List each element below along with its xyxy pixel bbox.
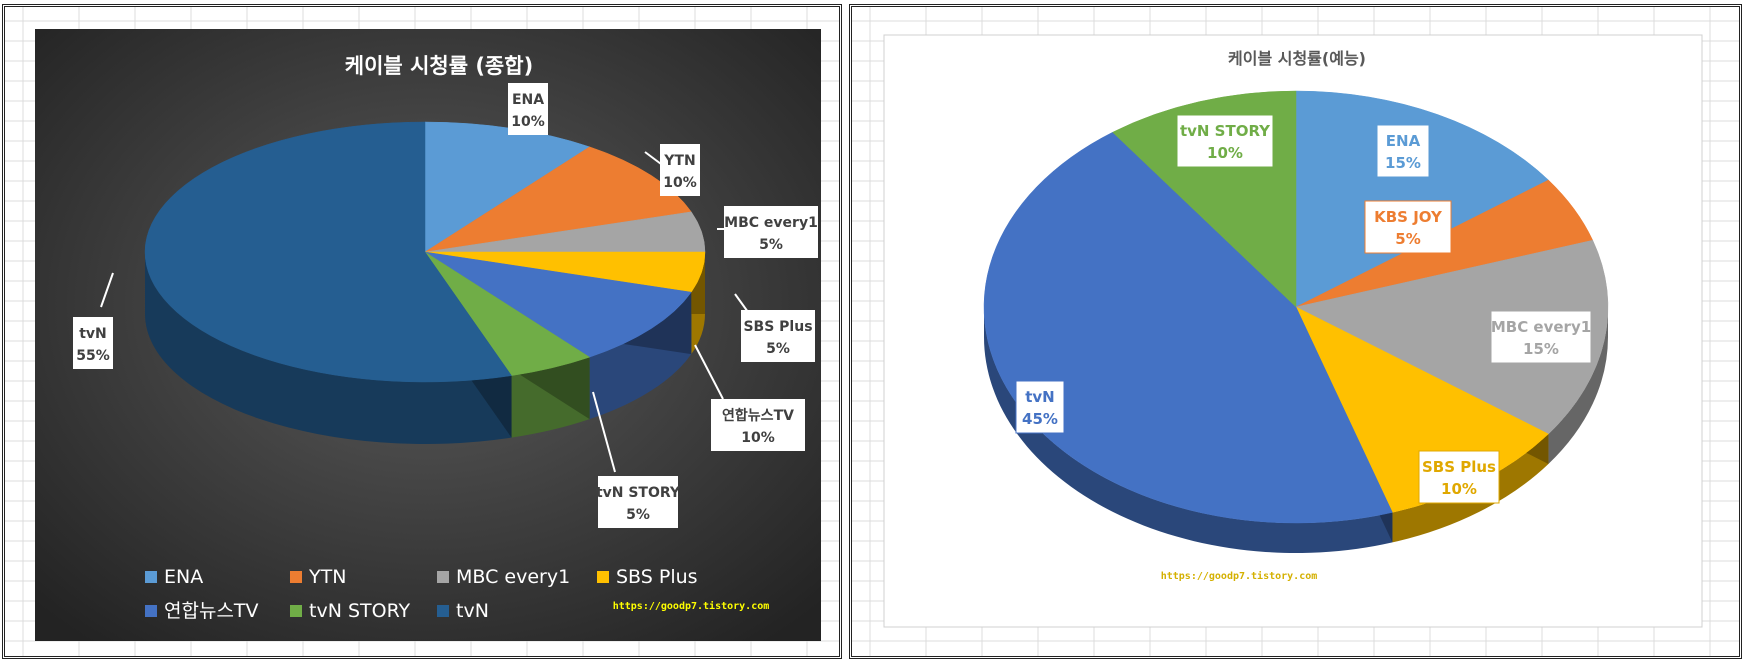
data-label-value: 5% — [759, 237, 783, 253]
data-label-box — [1418, 450, 1500, 504]
data-label-box — [741, 310, 815, 362]
data-label-box — [1176, 114, 1274, 168]
legend-swatch — [290, 571, 302, 583]
data-label-box — [73, 317, 113, 369]
data-label-category: MBC every1 — [1491, 318, 1591, 336]
pie-slice-tvn — [144, 121, 512, 383]
leader-line — [592, 391, 616, 473]
legend-item-tvn: tvN — [437, 600, 489, 622]
chart-right-frame: 케이블 시청률(예능) ENA 15% KBS JOY 5% MBC every1 15%… — [849, 4, 1742, 659]
pie-left — [144, 121, 706, 444]
pie-right — [983, 90, 1609, 554]
watermark: https://goodp7.tistory.com — [1161, 570, 1318, 582]
data-label: MBC every1 5% — [724, 206, 818, 258]
chart-title: 케이블 시청률(예능) — [1228, 49, 1366, 68]
legend-label: 연합뉴스TV — [164, 600, 259, 622]
legend-label: MBC every1 — [456, 566, 570, 588]
chart-title: 케이블 시청률 (종합) — [345, 54, 533, 78]
pie-side-mbc-every1 — [1548, 307, 1608, 464]
legend-label: YTN — [308, 566, 346, 588]
data-label-category: tvN — [79, 326, 107, 342]
data-label: tvN 45% — [1015, 380, 1065, 434]
data-label-category: tvN — [1025, 388, 1055, 406]
leader-line — [694, 344, 724, 400]
legend-swatch — [437, 571, 449, 583]
data-label-value: 10% — [1441, 480, 1477, 498]
data-label: tvN STORY 10% — [1176, 114, 1274, 168]
data-label-category: ENA — [512, 92, 544, 108]
data-label: tvN STORY 5% — [596, 476, 681, 528]
legend-item-tvn-story: tvN STORY — [290, 600, 411, 622]
legend-label: ENA — [164, 566, 203, 588]
data-label-category: ENA — [1386, 132, 1421, 150]
data-label: YTN 10% — [660, 144, 700, 196]
data-label: tvN 55% — [73, 317, 113, 369]
legend-label: tvN STORY — [309, 600, 411, 622]
data-label-box — [724, 206, 818, 258]
data-label-category: SBS Plus — [1422, 458, 1496, 476]
pie-slice-ena — [1295, 90, 1549, 308]
data-label: SBS Plus 10% — [1418, 450, 1500, 504]
chart-right-svg: 케이블 시청률(예능) ENA 15% KBS JOY 5% MBC every1 15%… — [852, 7, 1739, 656]
data-label: SBS Plus 5% — [741, 310, 815, 362]
data-label: KBS JOY 5% — [1364, 200, 1452, 254]
data-label-category: KBS JOY — [1374, 208, 1443, 226]
legend-swatch — [437, 605, 449, 617]
pie-tops — [983, 90, 1609, 524]
data-label-box — [1490, 310, 1592, 364]
data-label-value: 5% — [626, 507, 650, 523]
legend-item-ena: ENA — [145, 566, 203, 588]
data-label-value: 10% — [663, 175, 697, 191]
legend-swatch — [597, 571, 609, 583]
legend-item-tv: 연합뉴스TV — [145, 600, 259, 622]
legend-swatch — [145, 605, 157, 617]
pie-slice-mbc-every1 — [1295, 239, 1609, 435]
pie-tops — [144, 121, 706, 383]
data-label-box — [660, 144, 700, 196]
watermark: https://goodp7.tistory.com — [613, 600, 770, 612]
data-label-value: 5% — [1395, 230, 1420, 248]
data-label-box — [711, 399, 805, 451]
leader-line — [100, 272, 114, 308]
legend-item-ytn: YTN — [290, 566, 346, 588]
data-label-value: 55% — [76, 348, 110, 364]
data-label-value: 15% — [1523, 340, 1559, 358]
pie-side-tvn — [984, 307, 1393, 554]
data-label-box — [598, 476, 678, 528]
data-label: 연합뉴스TV 10% — [711, 399, 805, 451]
data-label-value: 10% — [511, 114, 545, 130]
chart-left-frame: 케이블 시청률 (종합) ENA 10% YTN 10% MBC every1 5% SBS… — [2, 4, 842, 659]
data-label-box — [1015, 380, 1065, 434]
legend-swatch — [290, 605, 302, 617]
legend-swatch — [145, 571, 157, 583]
data-label-category: YTN — [663, 153, 695, 169]
data-label-category: MBC every1 — [724, 215, 818, 231]
data-label-value: 10% — [741, 430, 775, 446]
data-label-box — [1364, 200, 1452, 254]
data-label-value: 15% — [1385, 154, 1421, 172]
legend-label: tvN — [456, 600, 489, 622]
pie-slice-ytn — [424, 146, 692, 253]
pie-side-tvn — [145, 252, 512, 444]
data-label: ENA 15% — [1376, 124, 1430, 178]
data-label-category: tvN STORY — [1180, 122, 1271, 140]
data-label-box — [1376, 124, 1430, 178]
legend-item-mbc-every1: MBC every1 — [437, 566, 570, 588]
data-labels-left: ENA 10% YTN 10% MBC every1 5% SBS Plus 5% 연합뉴스TV… — [73, 83, 818, 528]
data-label-value: 45% — [1022, 410, 1058, 428]
data-label-category: tvN STORY — [596, 485, 681, 501]
data-label: ENA 10% — [508, 83, 548, 135]
data-label-category: SBS Plus — [743, 319, 812, 335]
legend-item-sbs-plus: SBS Plus — [597, 566, 698, 588]
data-label: MBC every1 15% — [1490, 310, 1592, 364]
data-label-category: 연합뉴스TV — [722, 407, 794, 424]
data-label-box — [508, 83, 548, 135]
data-label-value: 5% — [766, 341, 790, 357]
legend-label: SBS Plus — [616, 566, 698, 588]
pie-slice-tv — [424, 251, 692, 358]
data-label-value: 10% — [1207, 144, 1243, 162]
legend-left: ENA YTN MBC every1 SBS Plus 연합뉴스TV tvN STORY t… — [145, 566, 698, 622]
